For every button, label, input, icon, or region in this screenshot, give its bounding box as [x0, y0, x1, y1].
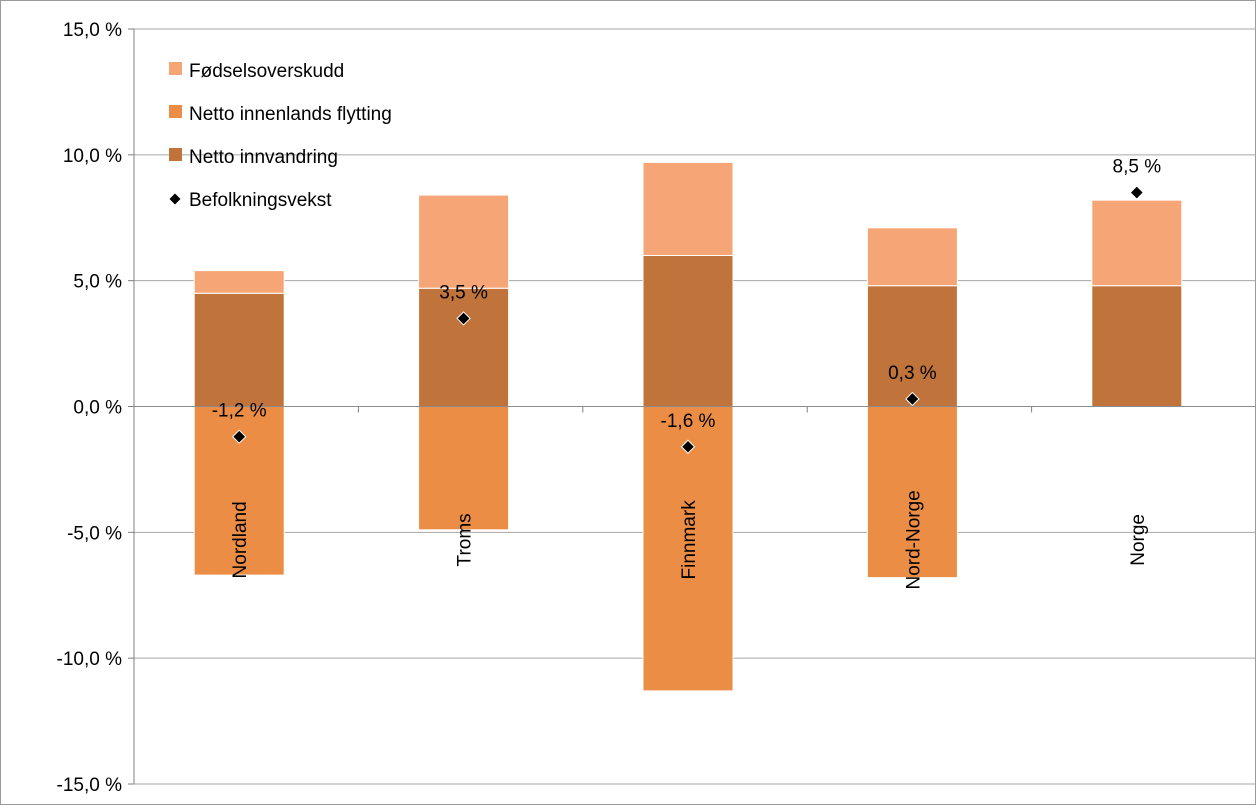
legend-label: Netto innenlands flytting: [189, 104, 392, 125]
y-tick-label: 15,0 %: [63, 20, 122, 41]
category-label: Nordland: [230, 501, 251, 578]
y-tick-label: -15,0 %: [57, 775, 123, 796]
data-label: -1,6 %: [661, 411, 716, 432]
bar-f-dselsoverskudd-norge: [1091, 199, 1183, 287]
category-label: Norge: [1128, 514, 1149, 566]
legend-marker: [169, 193, 181, 205]
data-label: -1,2 %: [212, 401, 267, 422]
legend-swatch: [169, 148, 182, 161]
marker-befolkningsvekst: [905, 391, 920, 407]
y-tick-label: 5,0 %: [73, 272, 122, 293]
legend-swatch: [169, 62, 182, 75]
bar-f-dselsoverskudd-troms: [418, 194, 510, 289]
y-tick-label: -5,0 %: [67, 523, 122, 544]
bar-netto-innenlands-flytting-troms: [418, 406, 510, 531]
bar-netto-innenlands-flytting-finnmark: [642, 406, 734, 692]
data-label: 3,5 %: [439, 282, 488, 303]
y-tick-label: 10,0 %: [63, 146, 122, 167]
legend-label: Netto innvandring: [189, 147, 338, 168]
legend-label: Fødselsoverskudd: [189, 61, 344, 82]
legend-label: Befolkningsvekst: [189, 190, 332, 211]
category-label: Finnmark: [679, 500, 700, 580]
bar-netto-innvandring-nordland: [193, 292, 285, 407]
data-label: 0,3 %: [888, 363, 937, 384]
category-label: Troms: [455, 513, 476, 566]
bar-netto-innvandring-nord-norge: [866, 285, 958, 408]
y-tick-label: 0,0 %: [73, 398, 122, 419]
bar-f-dselsoverskudd-nord-norge: [866, 227, 958, 287]
marker-befolkningsvekst: [231, 429, 247, 444]
y-tick-label: -10,0 %: [57, 649, 123, 670]
legend-swatch: [169, 105, 182, 118]
marker-befolkningsvekst: [456, 311, 471, 326]
bar-netto-innvandring-finnmark: [642, 255, 734, 407]
marker-befolkningsvekst: [680, 439, 696, 454]
bar-netto-innvandring-troms: [418, 287, 510, 408]
marker-befolkningsvekst: [1129, 185, 1145, 200]
data-label: 8,5 %: [1113, 157, 1162, 178]
bar-netto-innvandring-norge: [1091, 285, 1183, 408]
bar-netto-innenlands-flytting-nord-norge: [866, 406, 958, 579]
bar-f-dselsoverskudd-finnmark: [642, 161, 734, 256]
bar-f-dselsoverskudd-nordland: [193, 270, 285, 294]
category-label: Nord-Norge: [903, 490, 924, 589]
